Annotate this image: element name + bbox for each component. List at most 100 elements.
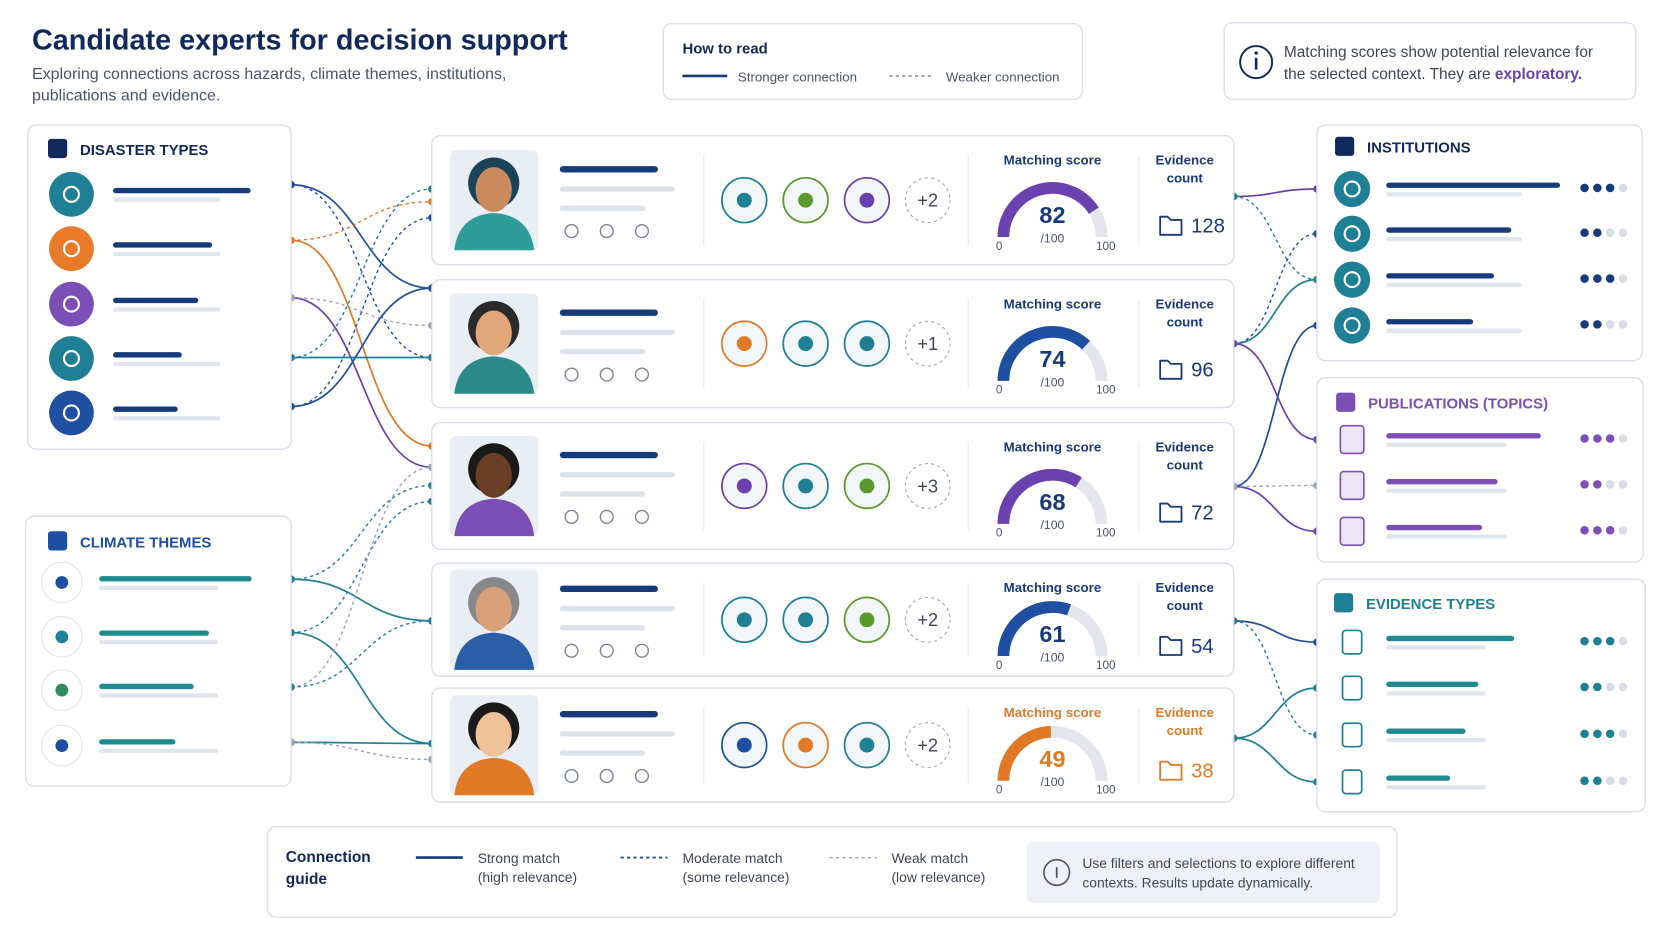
avatar-face [475, 586, 512, 632]
item-dot [1618, 776, 1628, 786]
item-bar [1386, 273, 1494, 279]
legend-label: Stronger connection [738, 69, 857, 84]
expert-cards: +2 Matching score 82/100 0 100 Evidence count 1… [431, 134, 1235, 803]
connection [291, 631, 432, 745]
item-subbar [1386, 738, 1487, 743]
evidence-count: 72 [1191, 503, 1214, 525]
connection [291, 287, 432, 408]
meta-bar [559, 329, 675, 336]
count-label: Evidence [1155, 580, 1213, 595]
item-subbar [113, 197, 221, 202]
item-bar [1386, 635, 1515, 642]
connection [291, 217, 432, 408]
connection [291, 466, 432, 688]
item-subbar [113, 416, 221, 421]
item-icon [1341, 675, 1363, 701]
connection [1233, 342, 1317, 441]
item-dot [1580, 274, 1589, 283]
score-value: 61 [1039, 621, 1065, 647]
meta-icon [564, 367, 579, 382]
folder-icon [1159, 359, 1183, 380]
item-dot [1593, 682, 1602, 692]
connection [1233, 737, 1317, 783]
connection [291, 620, 432, 688]
info-icon [1239, 45, 1274, 80]
item-bar [99, 739, 176, 745]
gauge-min: 0 [996, 784, 1003, 797]
name-bar [559, 166, 658, 173]
topic-glyph [736, 478, 752, 494]
item-dot [1593, 729, 1602, 739]
subtitle: publications and evidence. [32, 87, 220, 104]
panel-icon [1336, 392, 1356, 412]
avatar-face [475, 167, 512, 212]
topic-glyph [736, 336, 752, 352]
gauge-min: 0 [996, 527, 1003, 540]
meta-icon [634, 643, 650, 658]
gauge-min: 0 [996, 384, 1003, 397]
item-dot [1618, 480, 1628, 489]
item-icon [1333, 307, 1371, 344]
item-icon [1333, 170, 1371, 208]
gauge-max: 100 [1096, 659, 1116, 672]
more-topics-label: +2 [917, 735, 938, 755]
count-label: count [1167, 457, 1204, 472]
item-subbar [1386, 785, 1487, 790]
gauge-max: 100 [1096, 384, 1116, 397]
topic-glyph [859, 192, 875, 208]
meta-icon [634, 768, 650, 784]
legend-label: Weaker connection [946, 69, 1060, 84]
avatar-body [454, 498, 535, 537]
connection [291, 297, 432, 327]
item-subbar [1386, 192, 1522, 197]
more-topics-label: +2 [917, 191, 938, 211]
subtitle: Exploring connections across hazards, cl… [32, 66, 506, 83]
meta-bar [559, 472, 675, 478]
connection [1233, 233, 1317, 345]
gauge-max: 100 [1096, 240, 1116, 253]
count-label: count [1167, 598, 1204, 613]
item-dot [1593, 320, 1602, 329]
guide-note: contexts. Results update dynamically. [1082, 874, 1313, 890]
item-glyph [62, 240, 80, 258]
panel-title: PUBLICATIONS (TOPICS) [1368, 396, 1548, 413]
item-bar [1386, 319, 1474, 325]
item-icon [49, 171, 94, 217]
title: Candidate experts for decision support [32, 24, 568, 56]
item-dot [1580, 480, 1589, 489]
meta-icon [599, 643, 614, 658]
name-bar [559, 451, 658, 459]
meta-bar [559, 750, 646, 756]
topic-glyph [798, 192, 814, 208]
score-label: Matching score [1004, 296, 1102, 311]
item-dot [1580, 729, 1589, 739]
name-bar [559, 585, 658, 593]
gauge-max: 100 [1096, 527, 1116, 540]
info-text: the selected context. They are [1284, 66, 1491, 83]
item-dot [1605, 434, 1615, 443]
connection [1233, 484, 1317, 488]
item-dot [1605, 480, 1615, 489]
panel-title: INSTITUTIONS [1367, 140, 1471, 157]
more-topics-label: +2 [917, 610, 938, 630]
item-subbar [1386, 488, 1507, 493]
item-bar [1386, 728, 1466, 734]
more-topics [904, 596, 951, 643]
panel-icon [47, 138, 68, 159]
item-bar [1386, 775, 1451, 781]
item-bar [1386, 433, 1541, 439]
item-dot [1593, 274, 1602, 283]
meta-icon [564, 768, 579, 784]
item-dot [1605, 228, 1615, 237]
item-dot [1605, 636, 1615, 646]
panel [27, 124, 292, 450]
item-subbar [1386, 645, 1487, 650]
score-value: 49 [1039, 746, 1065, 772]
item-dot [1618, 320, 1628, 329]
item-dot [1580, 228, 1589, 237]
avatar-face [475, 712, 512, 757]
item-dot [1605, 682, 1615, 692]
item-bar [113, 242, 213, 248]
topic-glyph [736, 192, 752, 208]
